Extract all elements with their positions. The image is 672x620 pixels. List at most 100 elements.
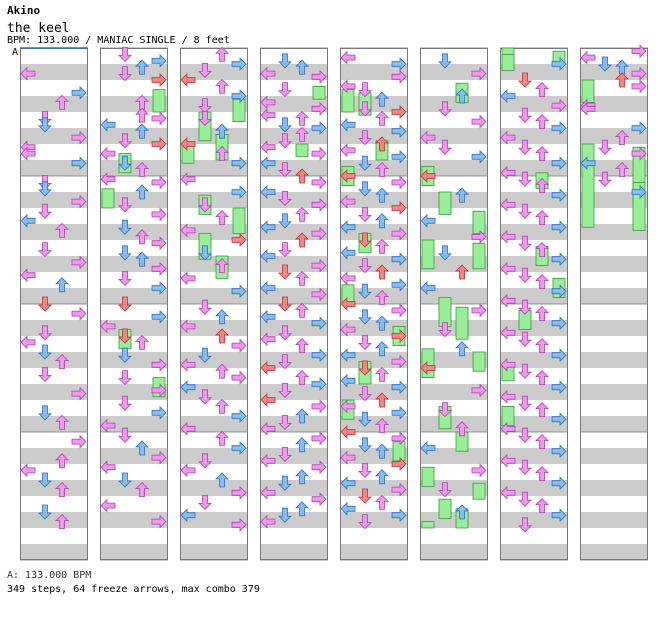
arrow-down-icon [438,139,452,155]
song-title: the keel [7,21,70,36]
beat-stripe [180,384,248,400]
arrow-right-icon [551,284,567,299]
beat-stripe [180,256,248,272]
beat-stripe [500,480,568,496]
arrow-up-icon [455,421,469,437]
arrow-left-icon [100,498,116,513]
arrow-left-icon [580,101,596,116]
arrow-down-icon [358,462,372,478]
arrow-up-icon [295,59,309,75]
beat-stripe [500,384,568,400]
beat-stripe [580,224,648,240]
arrow-right-icon [391,482,407,497]
beat-stripe [500,448,568,464]
arrow-down-icon [118,219,132,235]
arrow-down-icon [38,504,52,520]
arrow-up-icon [215,430,229,446]
arrow-right-icon [151,357,167,372]
arrow-right-icon [391,354,407,369]
beat-stripe [180,128,248,144]
freeze-arrow [152,89,166,113]
beat-stripe [500,512,568,528]
arrow-down-icon [118,347,132,363]
arrow-left-icon [500,130,516,145]
arrow-right-icon [471,66,487,81]
beat-stripe [340,320,408,336]
beat-stripe [100,96,168,112]
column-3-border [180,48,248,560]
arrow-down-icon [358,258,372,274]
arrow-left-icon [260,393,276,407]
arrow-up-icon [535,274,549,290]
arrow-down-icon [198,63,212,78]
arrow-left-icon [500,325,516,340]
arrow-left-icon [180,223,196,238]
arrow-up-icon [215,328,229,344]
arrow-right-icon [391,457,407,471]
arrow-left-icon [180,380,196,395]
beat-stripe [20,384,88,400]
arrow-down-icon [598,171,612,187]
arrow-left-icon [500,421,516,436]
arrow-up-icon [215,363,229,379]
beat-stripe [180,448,248,464]
arrow-right-icon [231,441,247,455]
arrow-down-icon [198,347,212,363]
arrow-left-icon [20,268,36,283]
arrow-right-icon [551,476,567,491]
arrow-down-icon [118,296,132,312]
arrow-right-icon [631,66,647,81]
arrow-down-icon [278,190,292,206]
arrow-up-icon [535,402,549,418]
arrow-right-icon [311,258,327,273]
beat-stripe [260,352,328,368]
beat-stripe [500,64,568,80]
arrow-up-icon [375,290,389,306]
arrow-down-icon [358,386,372,402]
beat-stripe [100,320,168,336]
arrow-left-icon [340,245,356,260]
arrow-left-icon [260,108,276,123]
beat-stripe [260,192,328,208]
arrow-down-icon [278,296,292,312]
arrow-left-icon [500,389,516,404]
beat-stripe [580,320,648,336]
arrow-up-icon [375,91,389,107]
beat-stripe [580,256,648,272]
arrow-down-icon [278,162,292,178]
arrow-right-icon [231,338,247,353]
arrow-down-icon [438,53,452,69]
arrow-up-icon [55,94,69,110]
beat-stripe [340,384,408,400]
beat-stripe [580,288,648,304]
arrow-down-icon [358,437,372,453]
arrow-left-icon [260,309,276,324]
arrow-left-icon [180,508,196,523]
arrow-right-icon [151,207,167,222]
arrow-left-icon [500,197,516,212]
arrow-up-icon [375,162,389,178]
arrow-down-icon [198,98,212,114]
beat-stripe [500,288,568,304]
beat-stripe [100,256,168,272]
arrow-down-icon [518,395,532,411]
arrow-right-icon [71,255,87,270]
arrow-up-icon [375,469,389,485]
arrow-down-icon [358,411,372,427]
arrow-up-icon [55,414,69,430]
beat-stripe [260,544,328,560]
beat-stripe [100,64,168,80]
arrow-down-icon [198,389,212,405]
arrow-right-icon [231,485,247,500]
arrow-left-icon [340,79,356,94]
arrow-left-icon [340,373,356,388]
beat-stripe [20,160,88,176]
arrow-left-icon [340,348,356,363]
arrow-up-icon [215,78,229,94]
beat-stripe [20,320,88,336]
arrow-right-icon [311,348,327,363]
arrow-right-icon [391,431,407,446]
arrow-down-icon [438,245,452,261]
arrow-down-icon [518,139,532,155]
